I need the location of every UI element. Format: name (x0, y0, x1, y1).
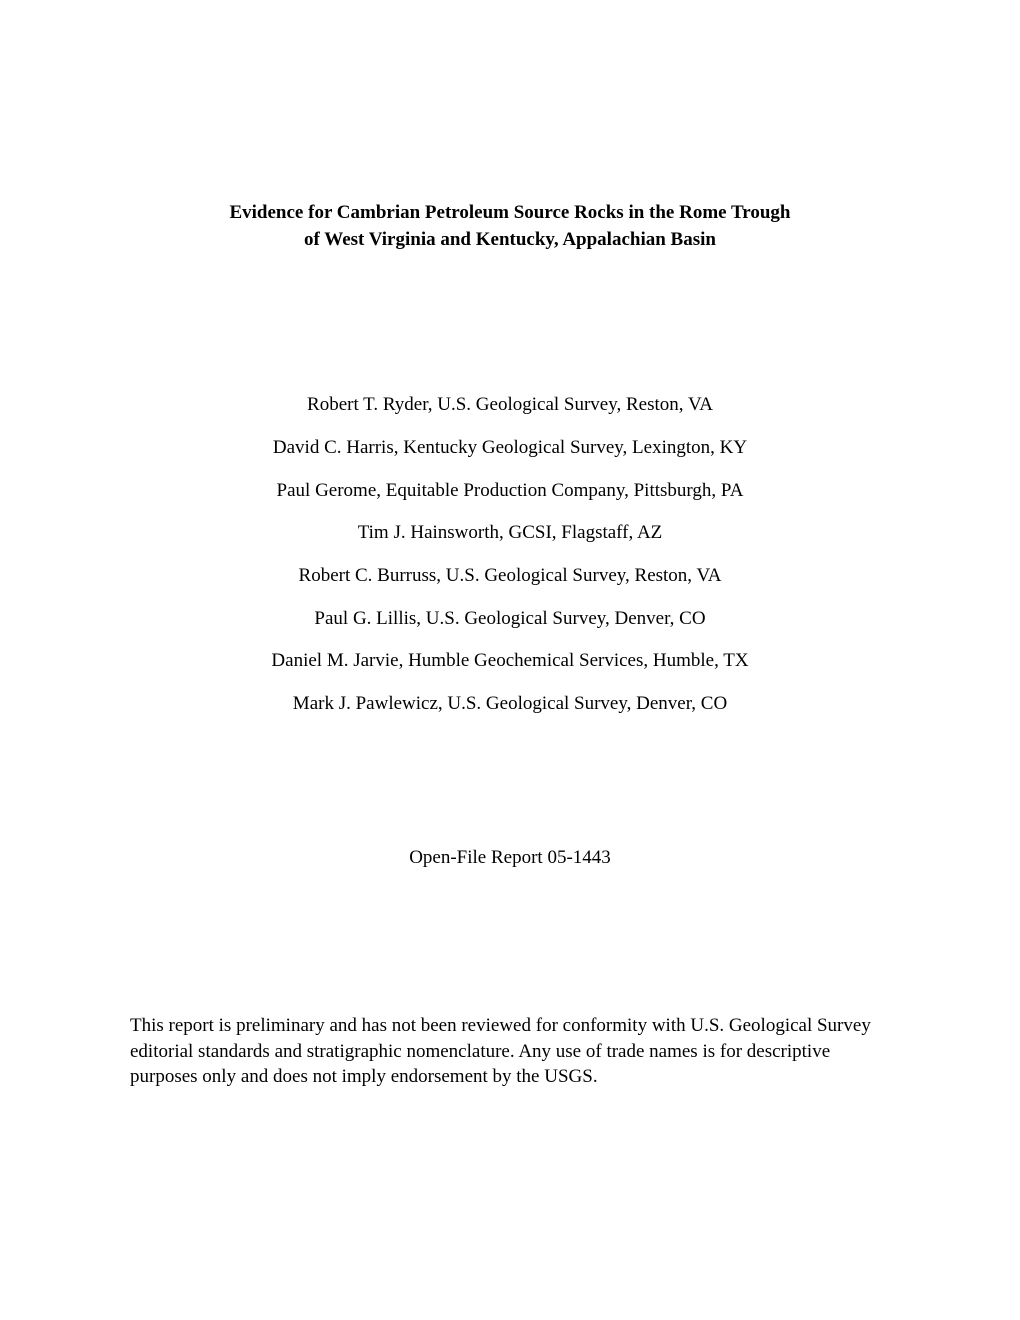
author-line: Paul Gerome, Equitable Production Compan… (130, 479, 890, 504)
report-identifier: Open-File Report 05-1443 (130, 847, 890, 869)
document-title: Evidence for Cambrian Petroleum Source R… (130, 200, 890, 253)
disclaimer-text: This report is preliminary and has not b… (130, 1015, 871, 1087)
author-line: Mark J. Pawlewicz, U.S. Geological Surve… (130, 692, 890, 717)
author-line: Paul G. Lillis, U.S. Geological Survey, … (130, 607, 890, 632)
report-id-text: Open-File Report 05-1443 (409, 847, 611, 868)
author-line: Tim J. Hainsworth, GCSI, Flagstaff, AZ (130, 521, 890, 546)
author-line: Daniel M. Jarvie, Humble Geochemical Ser… (130, 649, 890, 674)
author-line: David C. Harris, Kentucky Geological Sur… (130, 436, 890, 461)
author-line: Robert C. Burruss, U.S. Geological Surve… (130, 564, 890, 589)
authors-list: Robert T. Ryder, U.S. Geological Survey,… (130, 393, 890, 717)
title-line-2: of West Virginia and Kentucky, Appalachi… (130, 227, 890, 254)
title-line-1: Evidence for Cambrian Petroleum Source R… (130, 200, 890, 227)
disclaimer-paragraph: This report is preliminary and has not b… (130, 1013, 890, 1090)
author-line: Robert T. Ryder, U.S. Geological Survey,… (130, 393, 890, 418)
